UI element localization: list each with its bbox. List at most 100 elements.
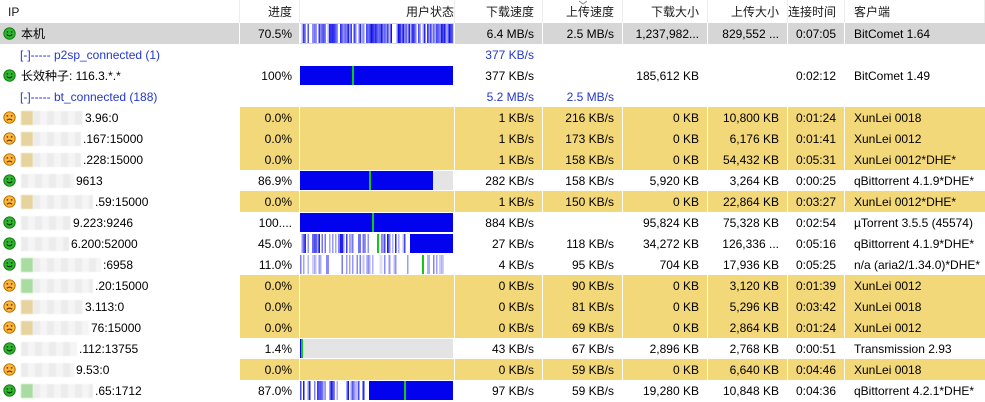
- download-speed-cell: 377 KB/s: [455, 44, 543, 65]
- upload-size-value: 6,176 KB: [729, 131, 779, 146]
- peer-row[interactable]: 9.223:9246 100.... 884 KB/s 95,824 KB 75,328…: [0, 212, 985, 233]
- client-cell: XunLei 0012*DHE*: [845, 149, 985, 170]
- download-size-value: 185,612 KB: [636, 68, 699, 83]
- column-header-dsize[interactable]: 下载大小: [623, 0, 708, 23]
- sad-face-icon: [3, 153, 16, 166]
- download-size-value: 0 KB: [672, 110, 699, 125]
- connect-time-cell: 0:03:27: [788, 191, 845, 212]
- upload-size-cell: 17,936 KB: [708, 254, 788, 275]
- status-bar-cell: [300, 170, 455, 191]
- progress-value: 0.0%: [264, 278, 292, 293]
- column-header-label: 下载大小: [650, 5, 699, 19]
- download-size-value: 0 KB: [672, 299, 699, 314]
- upload-size-cell: 2,864 KB: [708, 317, 788, 338]
- download-speed-value: 1 KB/s: [498, 194, 534, 209]
- peer-row[interactable]: .167:15000 0.0% 1 KB/s 173 KB/s 0 KB 6,176 KB…: [0, 128, 985, 149]
- peer-row[interactable]: 3.113:0 0.0% 0 KB/s 81 KB/s 0 KB 5,296 KB 0:03…: [0, 296, 985, 317]
- client-cell: qBittorrent 4.1.9*DHE*: [845, 170, 985, 191]
- downloading-piece-marker: [422, 255, 425, 274]
- client-value: XunLei 0012*DHE*: [854, 194, 957, 209]
- column-header-uspeed[interactable]: 上传速度: [543, 0, 623, 23]
- column-header-ip[interactable]: IP: [0, 0, 240, 23]
- client-cell: Transmission 2.93: [845, 338, 985, 359]
- ip-cell: 9613: [0, 170, 240, 191]
- column-header-label: 下载速度: [485, 5, 534, 19]
- column-header-time[interactable]: 连接时间: [788, 0, 845, 23]
- ip-cell: :6958: [0, 254, 240, 275]
- download-speed-cell: 1 KB/s: [455, 191, 543, 212]
- upload-speed-value: 216 KB/s: [565, 110, 614, 125]
- connect-time-cell: 0:00:51: [788, 338, 845, 359]
- download-size-cell: 704 KB: [623, 254, 708, 275]
- redacted-flag-chip: [21, 383, 33, 398]
- peer-row[interactable]: :6958 11.0% 4 KB/s 95 KB/s 704 KB 17,936 KB 0:…: [0, 254, 985, 275]
- column-header-status[interactable]: 用户状态: [300, 0, 455, 23]
- upload-size-value: 2,768 KB: [729, 341, 779, 356]
- peer-row[interactable]: .20:15000 0.0% 0 KB/s 90 KB/s 0 KB 3,120 KB 0:…: [0, 275, 985, 296]
- upload-speed-value: 158 KB/s: [565, 173, 614, 188]
- progress-cell: 87.0%: [240, 380, 300, 401]
- bar-fill: [300, 213, 453, 232]
- download-speed-value: 97 KB/s: [491, 383, 534, 398]
- peer-row[interactable]: 76:15000 0.0% 0 KB/s 69 KB/s 0 KB 2,864 KB 0:0…: [0, 317, 985, 338]
- peer-row[interactable]: .112:13755 1.4% 43 KB/s 67 KB/s 2,896 KB 2,76…: [0, 338, 985, 359]
- client-cell: n/a (aria2/1.34.0)*DHE*: [845, 254, 985, 275]
- client-cell: qBittorrent 4.1.9*DHE*: [845, 233, 985, 254]
- peer-row[interactable]: .65:1712 87.0% 97 KB/s 59 KB/s 19,280 KB 10,8…: [0, 380, 985, 401]
- status-bar-cell: [300, 254, 455, 275]
- group-row[interactable]: [-]----- p2sp_connected (1) 377 KB/s: [0, 44, 985, 65]
- download-size-value: 0 KB: [672, 278, 699, 293]
- upload-speed-cell: [543, 44, 623, 65]
- upload-size-cell: [708, 86, 788, 107]
- ip-cell: 3.113:0: [0, 296, 240, 317]
- piece-availability-bar: [300, 234, 453, 253]
- download-size-cell: 95,824 KB: [623, 212, 708, 233]
- download-size-cell: 0 KB: [623, 275, 708, 296]
- upload-size-cell: 6,176 KB: [708, 128, 788, 149]
- upload-size-cell: 3,120 KB: [708, 275, 788, 296]
- progress-cell: [240, 44, 300, 65]
- ip-cell: .112:13755: [0, 338, 240, 359]
- peer-row[interactable]: .59:15000 0.0% 1 KB/s 150 KB/s 0 KB 22,864 KB…: [0, 191, 985, 212]
- column-header-usize[interactable]: 上传大小: [708, 0, 788, 23]
- peer-row[interactable]: .228:15000 0.0% 1 KB/s 158 KB/s 0 KB 54,432 K…: [0, 149, 985, 170]
- download-speed-cell: 27 KB/s: [455, 233, 543, 254]
- peer-row[interactable]: 本机 70.5% 6.4 MB/s 2.5 MB/s 1,237,982... 829,5…: [0, 23, 985, 44]
- column-header-progress[interactable]: 进度: [240, 0, 300, 23]
- connect-time-value: 0:02:12: [795, 68, 836, 83]
- downloading-piece-marker: [300, 339, 303, 358]
- client-value: XunLei 0018: [854, 362, 922, 377]
- client-cell: [845, 44, 985, 65]
- connect-time-cell: 0:04:46: [788, 359, 845, 380]
- piece-availability-bar: [300, 255, 453, 274]
- ip-text: .59:15000: [95, 194, 149, 209]
- upload-speed-value: 118 KB/s: [566, 236, 614, 251]
- column-header-client[interactable]: 客户端: [845, 0, 985, 23]
- upload-size-value: 5,296 KB: [729, 299, 779, 314]
- peer-row[interactable]: 9.53:0 0.0% 0 KB/s 59 KB/s 0 KB 6,640 KB 0:04:…: [0, 359, 985, 380]
- group-row[interactable]: [-]----- bt_connected (188) 5.2 MB/s 2.5 M…: [0, 86, 985, 107]
- client-cell: XunLei 0012*DHE*: [845, 191, 985, 212]
- download-size-cell: 0 KB: [623, 149, 708, 170]
- happy-face-icon: [3, 342, 16, 355]
- peer-row[interactable]: 9613 86.9% 282 KB/s 158 KB/s 5,920 KB 3,264 K…: [0, 170, 985, 191]
- peer-row[interactable]: 6.200:52000 45.0% 27 KB/s 118 KB/s 34,272 KB…: [0, 233, 985, 254]
- upload-size-value: 10,848 KB: [722, 383, 779, 398]
- connect-time-value: 0:02:54: [795, 215, 836, 230]
- progress-cell: 0.0%: [240, 275, 300, 296]
- upload-speed-cell: 81 KB/s: [543, 296, 623, 317]
- client-cell: XunLei 0018: [845, 107, 985, 128]
- peer-row[interactable]: 长效种子: 116.3.*.* 100% 377 KB/s 185,612 KB 0:0…: [0, 65, 985, 86]
- connect-time-value: 0:00:51: [795, 341, 836, 356]
- sad-face-icon: [3, 111, 16, 124]
- peer-row[interactable]: 3.96:0 0.0% 1 KB/s 216 KB/s 0 KB 10,800 KB 0:0…: [0, 107, 985, 128]
- upload-speed-value: 90 KB/s: [571, 278, 614, 293]
- upload-speed-cell: 69 KB/s: [543, 317, 623, 338]
- column-header-dspeed[interactable]: 下载速度: [455, 0, 543, 23]
- sort-descending-icon: [577, 0, 588, 5]
- client-value: µTorrent 3.5.5 (45574): [854, 215, 973, 230]
- upload-speed-cell: 67 KB/s: [543, 338, 623, 359]
- ip-text: 3.96:0: [85, 110, 119, 125]
- download-size-value: 0 KB: [672, 320, 699, 335]
- connect-time-cell: 0:00:25: [788, 170, 845, 191]
